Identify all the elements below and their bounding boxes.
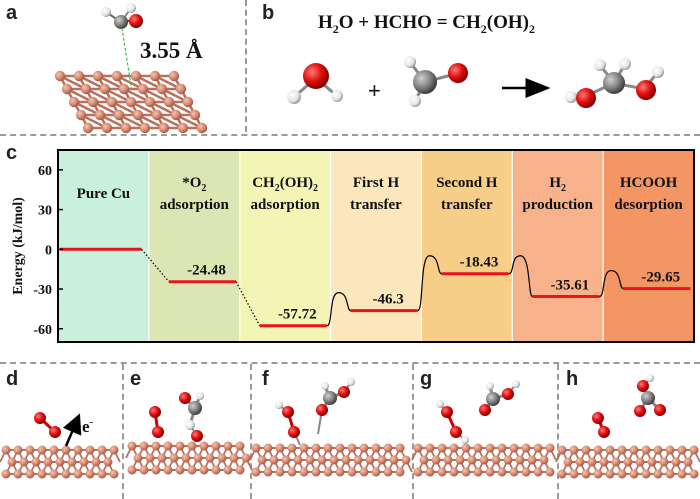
panel-a-distance-label: 3.55 Å [140,38,203,63]
panel-g-adsorbates [436,380,520,444]
chart-step-label: *O2 [182,175,206,194]
separator-ef [250,364,252,499]
panel-letter-f: f [262,368,269,390]
chart-value-label: -35.61 [551,277,590,293]
panel-letter-h: h [566,368,579,390]
chart-band-1 [148,150,240,342]
chart-step-label: Pure Cu [77,186,130,202]
chart-band-5 [512,150,604,342]
separator-top-horizontal [0,134,700,136]
panel-letter-g: g [420,368,433,390]
chart-step-label: CH2(OH)2 [252,175,318,194]
chart-ylabel: Energy (kJ/mol) [11,197,26,295]
chart-step-label: Second H [436,175,498,191]
chart-value-label: -24.48 [187,263,226,279]
chart-step-label: First H [353,175,400,191]
chart-value-label: -46.3 [373,292,404,308]
chart-step-label: desorption [614,197,683,213]
chart-band-4 [421,150,513,342]
panel-d-o2-adsorbate [34,412,61,438]
panel-h-adsorbates [592,374,666,438]
chart-barrier-connector [326,292,351,327]
chart-band-6 [603,150,694,342]
chart-dotted-connector [141,248,170,283]
panel-e-adsorbates [149,392,204,442]
chart-ytick-label: 30 [38,204,52,219]
panel-e-slab [125,441,253,475]
panel-a-distance-line [121,27,133,93]
chart-frame [57,149,695,343]
chart-step-label: adsorption [251,197,321,213]
chart-ytick-label: 60 [38,164,52,179]
chart-barrier-connector [508,255,533,298]
chart-step-label: transfer [350,197,402,213]
chart-value-label: -57.72 [278,307,317,323]
chart-step-label: H2 [549,175,566,194]
separator-bottom-horizontal [0,362,700,364]
chart-barrier-connector [417,255,442,312]
panel-letter-e: e [130,368,142,390]
panel-d-electron-label: e- [82,416,94,436]
panel-g-slab [411,443,557,477]
panel-b-equation: H2O + HCHO = CH2(OH)2 [318,12,535,36]
chart-barrier-connector [599,269,624,298]
separator-de [122,364,124,499]
chart-step-label: transfer [441,197,493,213]
panel-b-formaldehyde-molecule [404,56,468,107]
panel-a-slab [54,70,208,134]
chart-value-label: -18.43 [460,255,499,271]
chart-ytick-label: -60 [33,323,52,338]
panel-f-slab [249,443,413,477]
chart-ytick-label: 0 [45,243,52,258]
panel-a-water-molecule [101,3,143,29]
panel-d-electron-arrow [62,413,82,447]
panel-f-adsorbates [275,378,355,446]
panel-b-plus: + [368,78,381,103]
panel-letter-b: b [262,2,275,24]
panel-b-water-molecule [287,63,343,104]
chart-ytick-label: -30 [33,283,52,298]
panel-b-methanediol-molecule [565,58,664,108]
chart-band-2 [239,150,331,342]
panel-h-slab [555,445,700,479]
separator-top-vertical [245,0,247,132]
chart-value-label: -29.65 [641,270,680,286]
chart-step-label: production [522,197,593,213]
chart-band-0 [58,150,149,342]
separator-fg [412,364,414,499]
panel-letter-a: a [6,2,18,24]
chart-dotted-connector [235,281,261,327]
chart-step-label: HCOOH [620,175,678,191]
separator-gh [557,364,559,499]
energy-chart: Pure Cu *O2 adsorption CH2(OH)2 adsorption Fi… [11,149,695,343]
panel-letter-d: d [6,368,19,390]
panel-d-slab [0,445,121,479]
chart-step-label: adsorption [160,197,230,213]
panel-letter-c: c [6,142,18,164]
